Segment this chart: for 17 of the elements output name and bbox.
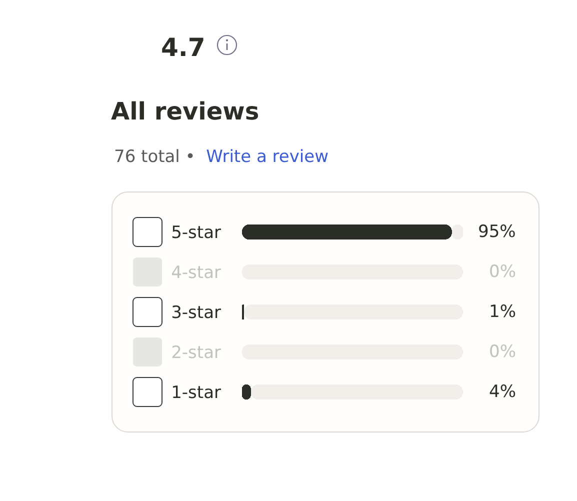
bar [242, 224, 452, 240]
y-tick-label: 5-star [171, 222, 221, 243]
text: 4.7 [161, 33, 206, 62]
y-tick-label: 4-star [171, 262, 221, 283]
text: Write a review [206, 147, 329, 167]
data-label: 95% [478, 222, 516, 242]
bar [244, 304, 463, 320]
data-label: 4% [489, 382, 516, 402]
chart-subtitle: 76 total • [114, 147, 196, 167]
data-label: 1% [489, 302, 516, 322]
data-label: 0% [489, 262, 516, 282]
y-tick-label: 2-star [171, 342, 221, 363]
y-tick-label: 1-star [171, 382, 221, 403]
chart-title: All reviews [111, 97, 260, 126]
bar [250, 384, 463, 400]
data-label: 0% [489, 342, 516, 362]
y-tick-label: 3-star [171, 302, 221, 323]
